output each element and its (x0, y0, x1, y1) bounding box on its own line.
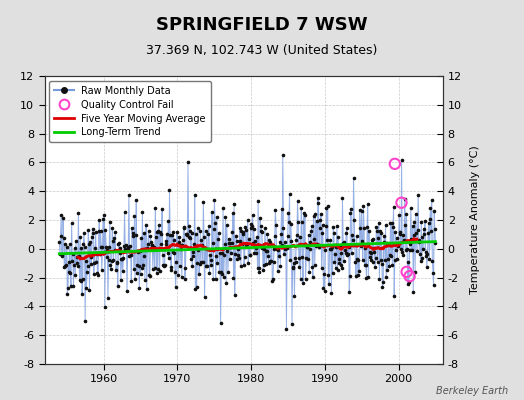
Text: Berkeley Earth: Berkeley Earth (436, 386, 508, 396)
Point (406, 273, 414, 279)
Text: 37.369 N, 102.743 W (United States): 37.369 N, 102.743 W (United States) (146, 44, 378, 57)
Y-axis label: Temperature Anomaly (°C): Temperature Anomaly (°C) (470, 146, 480, 294)
Legend: Raw Monthly Data, Quality Control Fail, Five Year Moving Average, Long-Term Tren: Raw Monthly Data, Quality Control Fail, … (49, 81, 211, 142)
Point (397, 200, 406, 206)
Point (391, 161, 399, 167)
Text: SPRINGFIELD 7 WSW: SPRINGFIELD 7 WSW (156, 16, 368, 34)
Point (402, 269, 411, 275)
